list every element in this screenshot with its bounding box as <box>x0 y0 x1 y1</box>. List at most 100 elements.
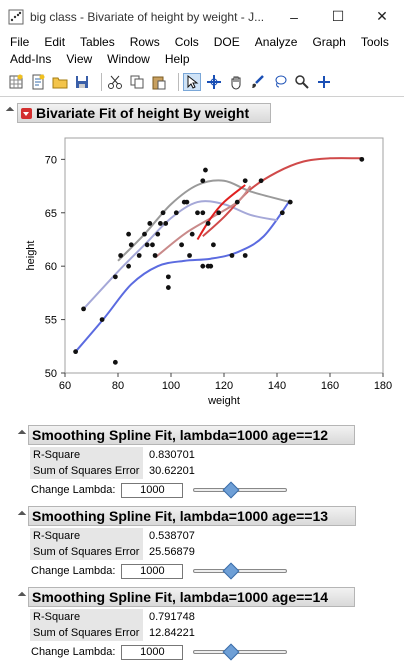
magnifier-tool-icon[interactable] <box>294 74 310 90</box>
toolbar-separator <box>101 73 102 91</box>
menu-edit[interactable]: Edit <box>44 34 66 49</box>
hand-tool-icon[interactable] <box>228 74 244 90</box>
jmp-app-icon <box>8 9 24 24</box>
lambda-input[interactable] <box>121 482 184 498</box>
data-point <box>205 221 211 226</box>
fit-summary-table: R-Square 0.791748 Sum of Squares Error 1… <box>30 609 195 641</box>
bivariate-chart: 60 80 100 120 140 160 180 50 55 60 65 70 weight heigh… <box>25 137 392 407</box>
lasso-tool-icon[interactable] <box>272 74 288 90</box>
data-point <box>173 210 179 216</box>
y-tick-label: 60 <box>45 261 57 273</box>
data-point <box>189 231 195 237</box>
menu-rows[interactable]: Rows <box>129 34 160 49</box>
data-point <box>126 263 131 269</box>
data-point <box>147 221 153 226</box>
lambda-slider[interactable] <box>193 481 288 499</box>
data-point <box>160 210 166 216</box>
fit-header: Smoothing Spline Fit, lambda=1000 age==1… <box>28 506 356 526</box>
rsquare-label: R-Square <box>30 528 143 544</box>
change-lambda-label: Change Lambda: <box>31 484 116 496</box>
rsquare-row: R-Square 0.830701 <box>30 447 195 463</box>
data-point <box>200 263 206 269</box>
copy-icon[interactable] <box>129 74 145 90</box>
menu-row-1: File Edit Tables Rows Cols DOE Analyze Graph Too… <box>0 33 404 50</box>
data-point <box>136 253 142 258</box>
lambda-slider-thumb[interactable] <box>222 562 240 580</box>
fit-collapse-triangle-icon[interactable] <box>17 510 27 520</box>
menu-tables[interactable]: Tables <box>80 34 115 49</box>
collapse-triangle-icon[interactable] <box>5 106 15 116</box>
menu-help[interactable]: Help <box>164 51 190 66</box>
lambda-slider-track <box>193 650 288 654</box>
data-point <box>287 199 293 205</box>
sse-label: Sum of Squares Error <box>30 544 143 560</box>
menu-add-ins[interactable]: Add-Ins <box>10 51 52 66</box>
x-tick-label: 140 <box>268 380 286 392</box>
sse-row: Sum of Squares Error 12.84221 <box>30 625 195 641</box>
menu-cols[interactable]: Cols <box>174 34 199 49</box>
rsquare-value: 0.538707 <box>149 530 195 542</box>
menu-window[interactable]: Window <box>107 51 150 66</box>
spline-age-17 <box>196 184 246 241</box>
data-point <box>128 242 134 248</box>
lambda-slider-thumb[interactable] <box>222 643 240 661</box>
change-lambda-label: Change Lambda: <box>31 646 116 658</box>
spline-age-12 <box>74 199 292 353</box>
new-table-icon[interactable] <box>8 74 24 90</box>
y-tick-label: 50 <box>45 368 57 380</box>
cut-icon[interactable] <box>107 74 123 90</box>
lambda-slider[interactable] <box>193 562 288 580</box>
report-header: Bivariate Fit of height By weight <box>17 103 271 123</box>
data-point <box>208 263 214 269</box>
red-triangle-menu-icon[interactable] <box>21 107 32 119</box>
menu-file[interactable]: File <box>10 34 30 49</box>
rsquare-label: R-Square <box>30 609 143 625</box>
data-point <box>359 156 365 162</box>
y-tick-label: 55 <box>45 315 57 327</box>
x-tick-label: 180 <box>374 380 392 392</box>
menu-analyze[interactable]: Analyze <box>254 34 298 49</box>
data-point <box>73 349 78 355</box>
crosshair-tool-icon[interactable] <box>206 74 222 90</box>
menu-row-2: Add-Ins View Window Help <box>0 50 404 67</box>
maximize-button[interactable]: ☐ <box>316 0 360 33</box>
menu-graph[interactable]: Graph <box>312 34 346 49</box>
lambda-input[interactable] <box>121 563 184 579</box>
x-tick-label: 80 <box>112 380 124 392</box>
menu-view[interactable]: View <box>66 51 93 66</box>
spline-age-14 <box>202 157 362 238</box>
save-icon[interactable] <box>74 74 90 90</box>
lambda-slider-thumb[interactable] <box>222 481 240 499</box>
fit-collapse-triangle-icon[interactable] <box>17 429 27 439</box>
x-tick-label: 100 <box>162 380 180 392</box>
y-axis-label: height <box>25 241 37 271</box>
menu-doe[interactable]: DOE <box>213 34 240 49</box>
data-point <box>165 274 171 280</box>
fit-header: Smoothing Spline Fit, lambda=1000 age==1… <box>28 425 355 445</box>
fit-collapse-triangle-icon[interactable] <box>17 591 27 601</box>
sse-value: 25.56879 <box>149 546 195 558</box>
sse-value: 12.84221 <box>149 627 195 639</box>
data-point <box>81 306 86 312</box>
lambda-input[interactable] <box>121 644 184 660</box>
sse-label: Sum of Squares Error <box>30 463 143 479</box>
new-script-icon[interactable] <box>30 74 46 90</box>
brush-tool-icon[interactable] <box>250 74 266 90</box>
spline-age-13 <box>82 200 278 310</box>
change-lambda-row: Change Lambda: <box>31 562 288 580</box>
arrow-tool-icon[interactable] <box>183 73 201 91</box>
sse-row: Sum of Squares Error 25.56879 <box>30 544 195 560</box>
rsquare-row: R-Square 0.538707 <box>30 528 195 544</box>
menu-bar: File Edit Tables Rows Cols DOE Analyze Graph Too… <box>0 33 404 67</box>
data-point <box>234 199 240 205</box>
y-tick-label: 65 <box>45 208 57 220</box>
window-title: big class - Bivariate of height by weigh… <box>30 9 265 24</box>
open-icon[interactable] <box>52 74 68 90</box>
menu-tools[interactable]: Tools <box>360 34 389 49</box>
minimize-button[interactable]: – <box>272 0 316 33</box>
close-button[interactable]: ✕ <box>360 0 404 33</box>
paste-icon[interactable] <box>151 74 167 90</box>
plus-tool-icon[interactable] <box>316 74 332 90</box>
x-tick-label: 120 <box>215 380 233 392</box>
lambda-slider[interactable] <box>193 643 288 661</box>
